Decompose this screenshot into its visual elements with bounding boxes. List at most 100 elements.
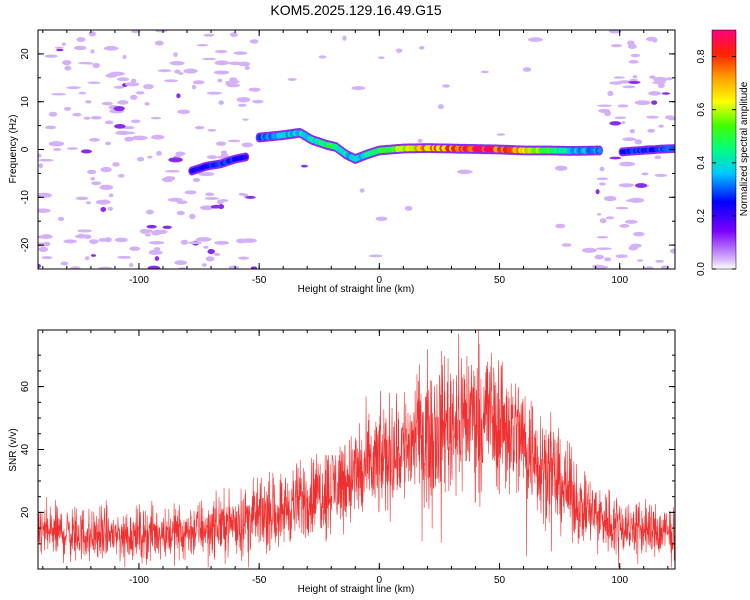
spectrogram-y-axis-label: Frequency (Hz) [8, 115, 19, 184]
noise-speckle [77, 229, 92, 233]
noise-speckle [480, 70, 489, 74]
noise-speckle [203, 33, 215, 37]
noise-speckle [38, 235, 50, 239]
noise-speckle [89, 239, 99, 245]
noise-speckle [599, 218, 607, 224]
noise-speckle [634, 100, 651, 106]
noise-speckle [90, 115, 102, 120]
noise-speckle [105, 141, 112, 146]
noise-speckle [628, 59, 639, 64]
noise-speckle [144, 101, 150, 106]
noise-speckle [51, 92, 67, 96]
noise-speckle [615, 254, 628, 259]
noise-speckle [117, 77, 130, 82]
noise-speckle [62, 59, 72, 66]
noise-speckle [442, 84, 450, 88]
noise-speckle [351, 86, 366, 91]
noise-speckle [146, 224, 157, 229]
noise-speckle [205, 192, 215, 197]
spectrogram-x-ticks: -100 -50 0 50 100 [42, 30, 669, 286]
noise-speckle [664, 115, 675, 120]
noise-speckle [38, 264, 41, 269]
noise-speckle [38, 246, 49, 252]
noise-speckle [151, 134, 165, 140]
noise-speckle [214, 240, 230, 245]
noise-speckle [66, 147, 79, 150]
noise-speckle [641, 172, 649, 176]
noise-speckle [48, 141, 65, 147]
noise-speckle [395, 48, 403, 53]
noise-speckle [628, 80, 641, 84]
noise-speckle [418, 45, 425, 50]
noise-speckle [90, 49, 95, 54]
y-tick-label: 20 [20, 48, 31, 60]
noise-speckle [228, 265, 239, 269]
noise-speckle [237, 61, 251, 67]
noise-speckle [661, 92, 671, 95]
noise-speckle [437, 104, 444, 110]
noise-speckle [90, 176, 96, 181]
noise-speckle [125, 82, 140, 87]
noise-speckle [207, 128, 217, 132]
noise-speckle [218, 100, 224, 105]
x-tick-label: -100 [129, 575, 149, 586]
x-tick-label: 0 [377, 575, 383, 586]
noise-speckle [151, 230, 162, 236]
noise-speckle [300, 164, 308, 168]
noise-speckle [241, 142, 253, 148]
noise-speckle [607, 90, 614, 97]
noise-speckle [183, 68, 198, 74]
noise-speckle [176, 93, 181, 99]
noise-speckle [76, 37, 86, 43]
noise-speckle [613, 76, 625, 79]
noise-speckle [78, 91, 87, 95]
colorbar-gradient [711, 29, 737, 270]
noise-speckle [118, 174, 125, 178]
noise-speckle [66, 86, 81, 90]
noise-speckle [214, 60, 230, 66]
noise-speckle [145, 233, 151, 237]
noise-speckle [145, 209, 154, 215]
noise-speckle [318, 55, 327, 59]
noise-speckle [91, 181, 102, 186]
noise-speckle [609, 81, 623, 85]
ridge-cell [243, 154, 249, 160]
noise-speckle [596, 235, 609, 239]
noise-speckle [117, 100, 129, 105]
noise-speckle [657, 82, 665, 89]
noise-speckle [136, 156, 145, 162]
noise-speckle [634, 139, 643, 145]
noise-speckle [215, 141, 227, 146]
noise-speckle [112, 162, 120, 167]
figure-title: KOM5.2025.129.16.49.G15 [270, 2, 441, 18]
noise-speckle [85, 201, 92, 205]
noise-speckle [669, 248, 675, 254]
noise-speckle [377, 56, 385, 60]
noise-speckle [113, 105, 125, 112]
noise-speckle [104, 237, 112, 243]
noise-speckle [147, 265, 161, 269]
y-tick-label: 10 [20, 96, 31, 108]
x-tick-label: 100 [611, 575, 628, 586]
noise-speckle [54, 46, 64, 49]
spectrogram-x-axis-label: Height of straight line (km) [298, 284, 415, 295]
noise-speckle [64, 106, 72, 111]
snr-y-ticks: 20 40 60 [20, 354, 675, 545]
noise-speckle [113, 85, 125, 89]
noise-speckle [206, 91, 223, 95]
colorbar-tick-label: 0.4 [696, 155, 707, 169]
colorbar-tick-label: 0.2 [696, 209, 707, 223]
noise-speckle [89, 137, 101, 142]
noise-speckle [592, 265, 609, 269]
colorbar-tick-label: 0.0 [696, 262, 707, 276]
noise-speckle [72, 112, 82, 117]
noise-speckle [114, 123, 126, 129]
noise-speckle [64, 65, 72, 71]
noise-speckle [627, 43, 637, 49]
noise-speckle [70, 266, 81, 269]
noise-speckle [44, 54, 58, 58]
colorbar-tick-label: 0.8 [696, 49, 707, 63]
noise-speckle [604, 257, 612, 262]
y-tick-label: 40 [20, 444, 31, 456]
noise-speckle [139, 228, 149, 234]
